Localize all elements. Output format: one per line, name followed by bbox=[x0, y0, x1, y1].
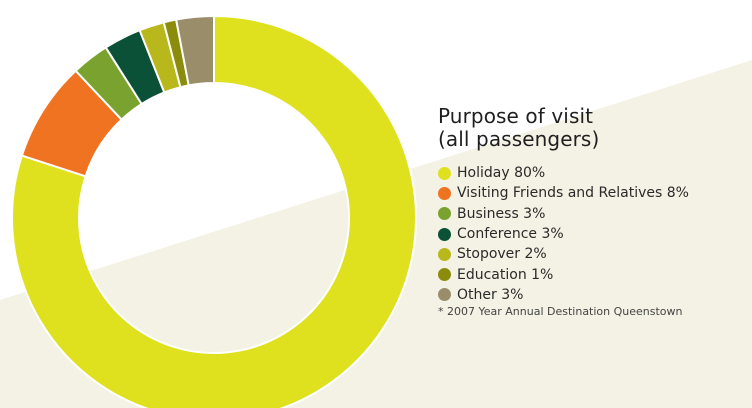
chart-title: Purpose of visit (all passengers) bbox=[438, 105, 750, 151]
legend-swatch bbox=[438, 207, 451, 221]
chart-title-line-1: Purpose of visit bbox=[438, 104, 594, 128]
legend-label: Holiday 80% bbox=[457, 165, 546, 182]
legend-label: Business 3% bbox=[457, 205, 546, 222]
legend-item-education: Education 1% bbox=[438, 264, 750, 284]
legend-item-holiday: Holiday 80% bbox=[438, 163, 750, 183]
chart-footnote: * 2007 Year Annual Destination Queenstow… bbox=[438, 305, 683, 319]
legend-item-visiting-friends-and-relatives: Visiting Friends and Relatives 8% bbox=[438, 183, 750, 203]
legend-panel: Purpose of visit (all passengers) Holida… bbox=[438, 105, 750, 318]
chart-title-line-2: (all passengers) bbox=[438, 127, 600, 151]
legend-item-business: Business 3% bbox=[438, 204, 750, 224]
legend-swatch bbox=[438, 288, 451, 302]
donut-slice-holiday bbox=[11, 14, 417, 408]
donut-slice-other bbox=[174, 14, 215, 87]
legend-label: Stopover 2% bbox=[457, 246, 547, 263]
legend-swatch bbox=[438, 227, 451, 241]
legend-swatch bbox=[438, 166, 451, 180]
chart-legend: Holiday 80% Visiting Friends and Relative… bbox=[438, 163, 750, 305]
legend-swatch bbox=[438, 186, 451, 200]
legend-label: Visiting Friends and Relatives 8% bbox=[457, 185, 689, 202]
legend-item-conference: Conference 3% bbox=[438, 224, 750, 244]
donut-chart bbox=[11, 14, 417, 408]
legend-swatch bbox=[438, 268, 451, 282]
legend-label: Education 1% bbox=[457, 266, 554, 283]
legend-label: Conference 3% bbox=[457, 226, 564, 243]
legend-swatch bbox=[438, 247, 451, 261]
legend-item-stopover: Stopover 2% bbox=[438, 244, 750, 264]
legend-item-other: Other 3% bbox=[438, 285, 750, 305]
legend-label: Other 3% bbox=[457, 286, 524, 303]
